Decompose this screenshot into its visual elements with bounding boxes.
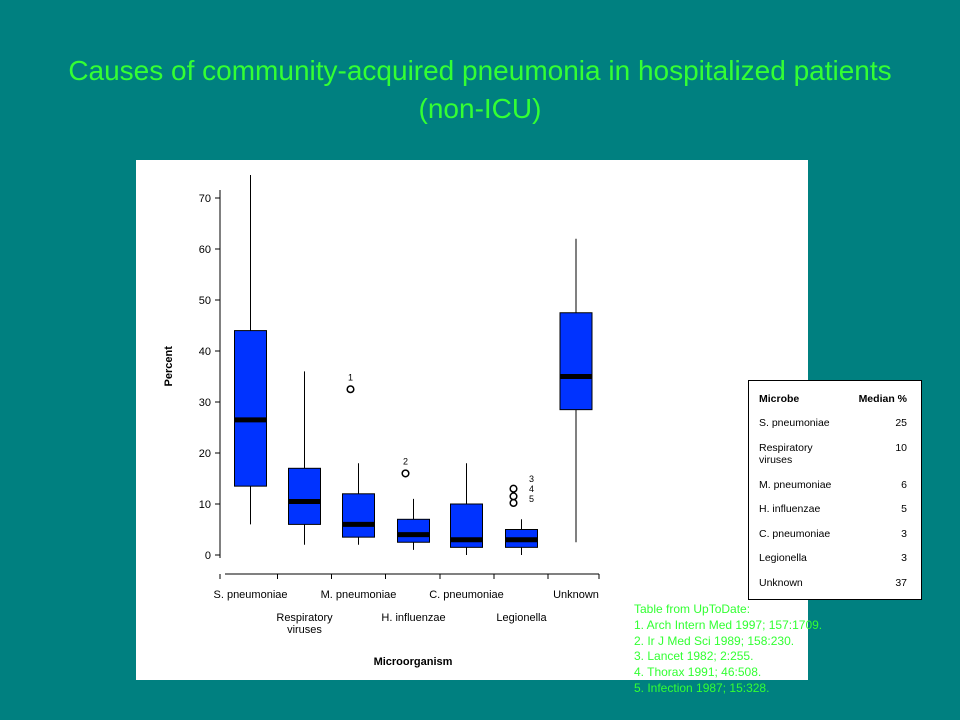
legend-median-value: 3	[901, 528, 907, 540]
outlier-label: 5	[529, 494, 534, 504]
y-tick-label: 70	[199, 193, 211, 205]
x-tick-label: M. pneumoniae	[321, 589, 397, 601]
outlier-label: 3	[529, 474, 534, 484]
legend-microbe-name-line: Legionella	[759, 552, 807, 564]
outlier-point	[509, 484, 518, 493]
outlier-point	[401, 469, 410, 478]
legend-median-value: 6	[901, 479, 907, 491]
x-tick-label: C. pneumoniae	[429, 589, 504, 601]
legend-microbe-name: M. pneumoniae	[759, 479, 851, 491]
source-line: 4. Thorax 1991; 46:508.	[634, 665, 762, 680]
outlier-label: 4	[529, 484, 534, 494]
legend-median-value: 25	[895, 417, 907, 429]
x-tick-label: viruses	[287, 624, 322, 636]
box	[234, 330, 267, 487]
legend-microbe-name: S. pneumoniae	[759, 417, 851, 429]
x-tick-label: Legionella	[496, 612, 547, 624]
outlier-point	[346, 385, 355, 394]
outlier-label: 1	[348, 372, 353, 382]
x-tick-label: S. pneumoniae	[214, 589, 288, 601]
legend-microbe-name-line: C. pneumoniae	[759, 528, 831, 540]
legend-microbe-name: Unknown	[759, 577, 851, 589]
box	[559, 312, 593, 411]
legend-header-median: Median %	[858, 393, 907, 405]
legend-microbe-name-line: Unknown	[759, 577, 803, 589]
y-axis-label: Percent	[163, 346, 175, 387]
box	[288, 467, 321, 525]
chart-panel: 0 10 20 30 40 50 60 70 Percent S. pneumoniae M. pn…	[136, 160, 922, 680]
legend-microbe-name-line: S. pneumoniae	[759, 417, 830, 429]
y-tick-label: 60	[199, 244, 211, 256]
source-references: Table from UpToDate: 1. Arch Intern Med …	[634, 602, 822, 697]
legend-microbe-name-line: H. influenzae	[759, 503, 821, 515]
legend-microbe-name-line: Respiratory	[759, 442, 813, 454]
legend-microbe-name: Legionella	[759, 552, 851, 564]
source-line: 5. Infection 1987; 15:328.	[634, 680, 770, 695]
y-tick-label: 0	[205, 550, 211, 562]
slide-title: Causes of community-acquired pneumonia i…	[68, 55, 892, 124]
legend-microbe-name-line: M. pneumoniae	[759, 479, 832, 491]
legend-microbe-name-line: viruses	[759, 454, 793, 466]
legend-median-value: 10	[895, 442, 907, 454]
boxplot-chart: 0 10 20 30 40 50 60 70 Percent S. pneumoniae M. pn…	[163, 175, 600, 668]
source-line: Table from UpToDate:	[634, 602, 751, 616]
outlier-point	[509, 498, 518, 508]
y-tick-label: 30	[199, 397, 211, 409]
y-tick-label: 40	[199, 346, 211, 358]
outlier-label: 2	[403, 456, 408, 466]
box	[397, 518, 430, 543]
legend-median-value: 5	[901, 503, 907, 515]
legend-microbe-name: H. influenzae	[759, 503, 851, 515]
legend-microbe-name: Respiratory viruses	[759, 442, 851, 466]
legend-median-value: 37	[895, 577, 907, 589]
source-line: 3. Lancet 1982; 2:255.	[634, 649, 754, 664]
y-tick-label: 50	[199, 295, 211, 307]
y-tick-label: 10	[199, 499, 211, 511]
median-legend-table: Microbe Median % S. pneumoniae 25 Respirator…	[748, 380, 922, 600]
source-line: 2. Ir J Med Sci 1989; 158:230.	[634, 633, 795, 648]
legend-microbe-name: C. pneumoniae	[759, 528, 851, 540]
legend-header-microbe: Microbe	[759, 393, 800, 405]
y-tick-label: 20	[199, 448, 211, 460]
source-line: 1. Arch Intern Med 1997; 157:1709.	[634, 617, 823, 632]
x-tick-label: Respiratory	[276, 612, 333, 624]
x-tick-label: H. influenzae	[381, 612, 445, 624]
x-tick-label: Unknown	[553, 589, 599, 601]
outlier-point	[509, 492, 518, 501]
box	[342, 493, 375, 538]
legend-median-value: 3	[901, 552, 907, 564]
x-axis-label: Microorganism	[374, 656, 453, 668]
